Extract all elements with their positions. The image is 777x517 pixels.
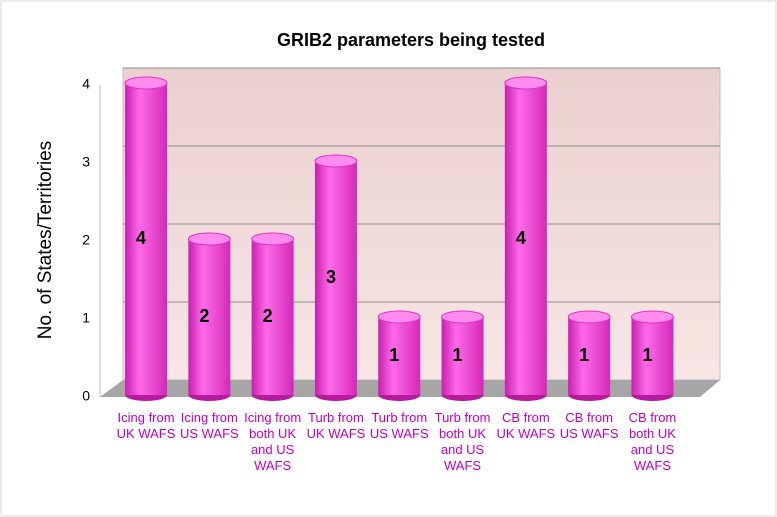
y-tick-label: 2 xyxy=(82,232,90,248)
data-label: 2 xyxy=(263,306,273,326)
x-tick-label: Turb from UK WAFS xyxy=(306,410,366,441)
x-tick-label: Icing from both UK and US WAFS xyxy=(244,410,302,473)
data-label: 4 xyxy=(136,228,146,248)
x-tick-label: CB from UK WAFS xyxy=(496,410,556,441)
bar-top xyxy=(441,310,485,324)
x-tick-label: CB from both UK and US WAFS xyxy=(628,410,677,473)
bar-body xyxy=(125,83,168,395)
bar xyxy=(314,154,358,401)
data-label: 4 xyxy=(516,228,526,248)
y-tick-label: 4 xyxy=(82,76,90,92)
bar-top xyxy=(630,310,674,324)
bar-body xyxy=(504,83,547,395)
data-label: 1 xyxy=(579,345,589,365)
y-axis-title: No. of States/Territories xyxy=(35,141,56,340)
bar-top xyxy=(314,154,358,168)
chart-title: GRIB2 parameters being tested xyxy=(277,30,545,50)
x-tick-label: Turb from US WAFS xyxy=(369,410,429,441)
bar xyxy=(441,310,485,401)
bar xyxy=(124,76,168,401)
bar-body xyxy=(378,317,421,395)
bar-top xyxy=(124,76,168,90)
bar-body xyxy=(251,239,294,395)
x-tick-label: Icing from UK WAFS xyxy=(116,410,176,441)
x-tick-label: CB from US WAFS xyxy=(559,410,619,441)
data-label: 2 xyxy=(199,306,209,326)
x-tick-label: Turb from both UK and US WAFS xyxy=(434,410,491,473)
y-tick-label: 1 xyxy=(82,310,90,326)
bar xyxy=(504,76,548,401)
bar-top xyxy=(187,232,231,246)
bar-body xyxy=(568,317,611,395)
bar-body xyxy=(631,317,674,395)
bar-top xyxy=(251,232,295,246)
bar-body xyxy=(441,317,484,395)
bar-top xyxy=(567,310,611,324)
y-tick-label: 3 xyxy=(82,154,90,170)
bar-top xyxy=(377,310,421,324)
bar xyxy=(377,310,421,401)
bar-top xyxy=(504,76,548,90)
bar-body xyxy=(188,239,231,395)
y-tick-label: 0 xyxy=(82,388,90,404)
data-label: 3 xyxy=(326,267,336,287)
bar xyxy=(630,310,674,401)
data-label: 1 xyxy=(642,345,652,365)
bar-body xyxy=(314,161,357,395)
x-tick-label: Icing from US WAFS xyxy=(179,410,239,441)
data-label: 1 xyxy=(453,345,463,365)
bar xyxy=(187,232,231,401)
data-label: 1 xyxy=(389,345,399,365)
bar xyxy=(251,232,295,401)
bar xyxy=(567,310,611,401)
